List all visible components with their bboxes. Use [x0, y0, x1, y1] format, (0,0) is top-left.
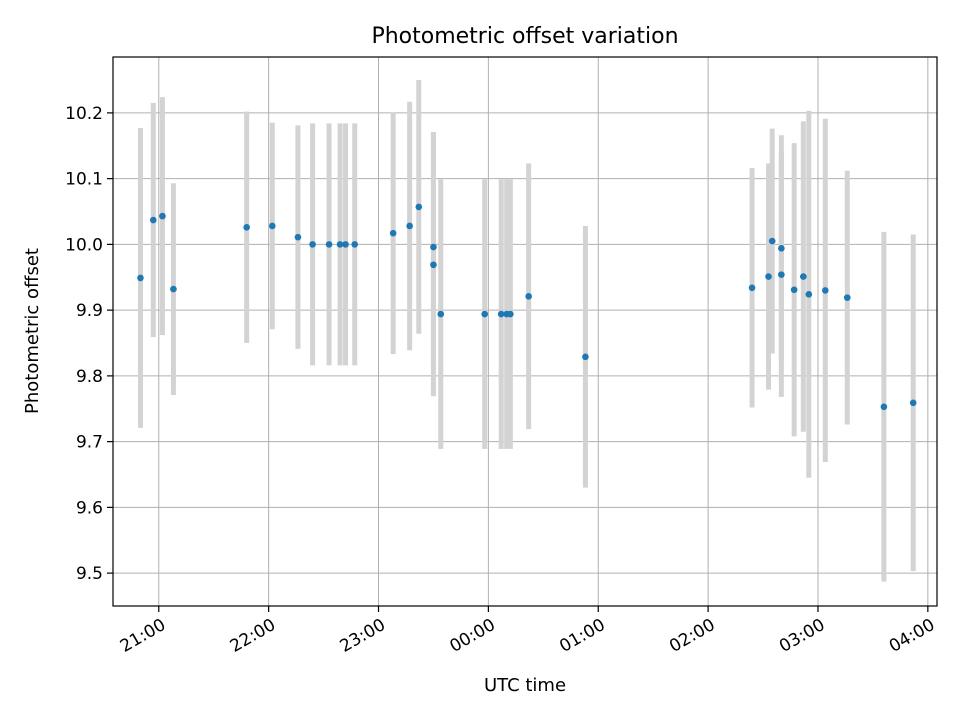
data-point — [497, 310, 505, 318]
data-point — [800, 273, 807, 280]
data-point — [880, 403, 888, 411]
data-point — [389, 229, 397, 237]
data-point — [170, 285, 177, 293]
data-point — [843, 294, 851, 301]
y-axis-label: Photometric offset — [22, 248, 43, 414]
y-tick-label: 10.1 — [65, 170, 103, 190]
y-tick-label: 9.5 — [76, 564, 103, 584]
data-point — [437, 310, 445, 318]
y-tick-label: 9.9 — [76, 301, 103, 321]
data-point — [243, 223, 250, 231]
data-point — [768, 237, 776, 245]
data-point — [778, 245, 785, 252]
data-point — [805, 291, 813, 298]
data-point — [430, 243, 437, 251]
data-point — [309, 241, 316, 248]
data-point — [149, 216, 157, 224]
y-tick-label: 9.7 — [76, 433, 103, 453]
data-point — [351, 241, 359, 248]
grid-lines — [113, 57, 937, 606]
data-point — [525, 293, 532, 300]
data-point — [159, 212, 166, 220]
data-point — [481, 310, 489, 318]
chart-title: Photometric offset variation — [371, 24, 678, 49]
data-point — [137, 274, 144, 282]
data-point — [342, 241, 349, 248]
data-point — [507, 310, 514, 318]
data-point — [430, 261, 437, 269]
data-point — [582, 353, 589, 361]
y-tick-label: 9.6 — [76, 498, 103, 518]
data-point — [415, 203, 423, 211]
data-point — [336, 241, 344, 248]
data-point — [294, 233, 302, 241]
data-point — [778, 271, 785, 278]
data-point — [748, 284, 756, 292]
data-point — [909, 399, 917, 407]
data-point — [325, 241, 333, 248]
data-point — [406, 222, 413, 230]
data-point — [765, 273, 772, 280]
y-tick-label: 9.8 — [76, 367, 103, 387]
data-points — [137, 203, 917, 411]
data-point — [269, 222, 276, 230]
y-tick-label: 10.2 — [65, 104, 103, 124]
data-point — [790, 286, 798, 294]
y-tick-label: 10.0 — [65, 235, 103, 255]
data-point — [822, 287, 829, 294]
plot-frame — [112, 56, 938, 607]
x-axis-label: UTC time — [484, 675, 566, 696]
